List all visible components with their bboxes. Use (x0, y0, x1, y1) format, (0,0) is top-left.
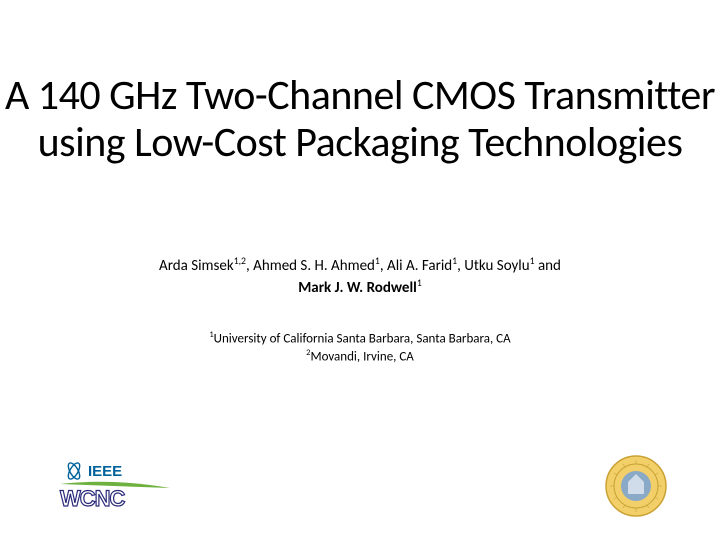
author-name: Ahmed S. H. Ahmed (253, 257, 375, 275)
slide: A 140 GHz Two-Channel CMOS Transmitter u… (0, 0, 720, 540)
affiliation-block: 1University of California Santa Barbara,… (0, 330, 720, 366)
ucsb-seal-logo (604, 454, 668, 518)
author-sup: 1 (417, 277, 422, 289)
author-sup: 1,2 (234, 255, 246, 267)
author-name: Utku Soylu (464, 257, 529, 275)
presentation-title: A 140 GHz Two-Channel CMOS Transmitter u… (0, 72, 720, 166)
author-block: Arda Simsek1,2, Ahmed S. H. Ahmed1, Ali … (0, 255, 720, 298)
author-name: Ali A. Farid (387, 257, 452, 275)
ieee-wcnc-logo: IEEE WCNC (52, 458, 192, 510)
author-name: Arda Simsek (159, 257, 234, 275)
wcnc-text: WCNC (60, 486, 126, 510)
ieee-text: IEEE (88, 463, 122, 480)
author-tail: and (535, 257, 561, 275)
author-name: Mark J. W. Rodwell (298, 279, 417, 297)
affil-text: Movandi, Irvine, CA (310, 349, 413, 364)
affil-text: University of California Santa Barbara, … (214, 331, 511, 346)
sep: , (380, 257, 387, 275)
